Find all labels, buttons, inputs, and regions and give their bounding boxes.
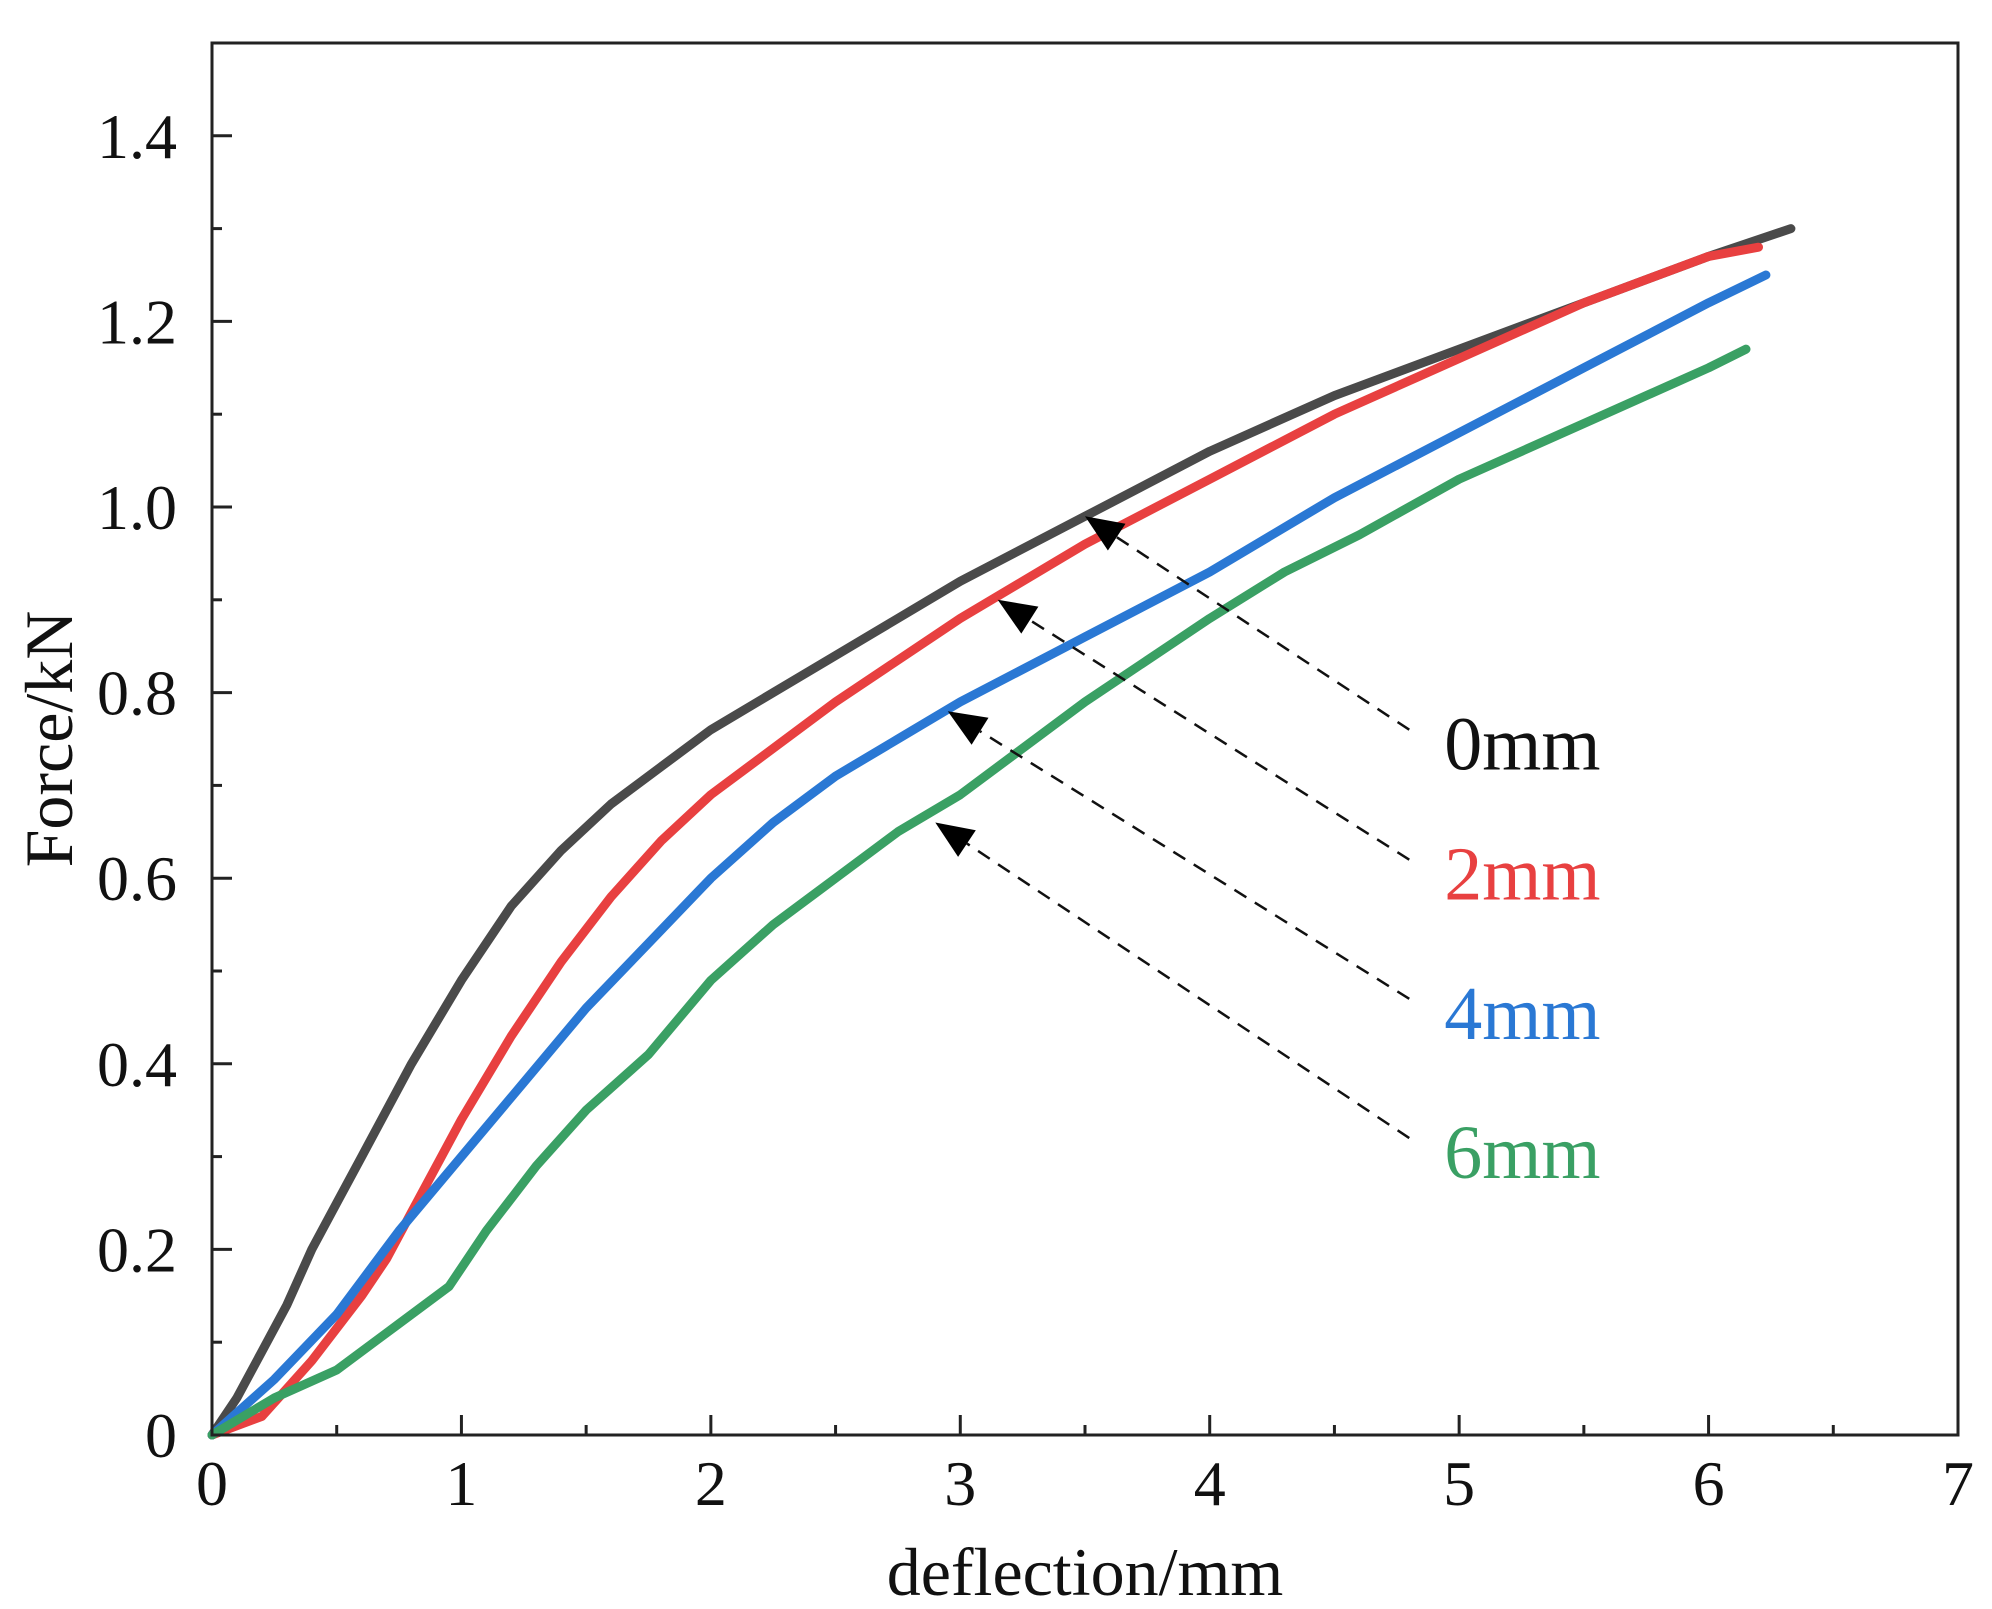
- ticks-layer: 0 1 2 3 4 5 6 7 0 0.2 0.4 0.6 0.8 1.0 1.2 1.4: [97, 101, 1974, 1519]
- series-line-2mm: [207, 242, 1763, 1440]
- x-tick-label: 6: [1693, 1448, 1725, 1519]
- pointer-line-4mm: [979, 730, 1410, 1000]
- arrow-head-icon: [935, 822, 976, 857]
- y-tick-label: 1.0: [97, 472, 177, 543]
- y-tick-label: 0.8: [97, 658, 177, 729]
- y-axis-title: Force/kN: [11, 611, 87, 868]
- plot-frame: [210, 41, 1960, 1437]
- x-tick-label: 0: [196, 1448, 228, 1519]
- x-tick-label: 2: [695, 1448, 727, 1519]
- arrow-head-icon: [1085, 516, 1126, 551]
- series-line-0mm: [207, 224, 1796, 1440]
- x-tick-label: 5: [1443, 1448, 1475, 1519]
- y-tick-label: 0.2: [97, 1214, 177, 1285]
- pointer-line-2mm: [1029, 619, 1410, 861]
- y-tick-label: 0.6: [97, 843, 177, 914]
- y-tick-label: 1.2: [97, 286, 177, 357]
- annotation-label-2mm: 2mm: [1444, 833, 1600, 917]
- series-line-6mm: [207, 344, 1751, 1440]
- arrow-head-icon: [947, 711, 989, 745]
- annotation-label-0mm: 0mm: [1444, 703, 1600, 787]
- annotation-layer: 0mm 2mm 4mm 6mm: [935, 516, 1600, 1195]
- arrow-head-icon: [997, 599, 1039, 634]
- annotation-label-4mm: 4mm: [1444, 972, 1600, 1056]
- annotation-label-6mm: 6mm: [1444, 1111, 1600, 1195]
- x-tick-label: 1: [445, 1448, 477, 1519]
- pointer-line-6mm: [966, 842, 1410, 1140]
- y-tick-label: 0: [145, 1400, 177, 1471]
- y-tick-label: 1.4: [97, 101, 177, 172]
- x-tick-label: 7: [1942, 1448, 1974, 1519]
- x-tick-label: 4: [1194, 1448, 1226, 1519]
- pointer-line-0mm: [1116, 536, 1410, 731]
- series-layer: [207, 224, 1796, 1440]
- series-line-4mm: [207, 270, 1771, 1440]
- y-tick-label: 0.4: [97, 1029, 177, 1100]
- x-axis-title: deflection/mm: [887, 1534, 1284, 1609]
- x-tick-label: 3: [944, 1448, 976, 1519]
